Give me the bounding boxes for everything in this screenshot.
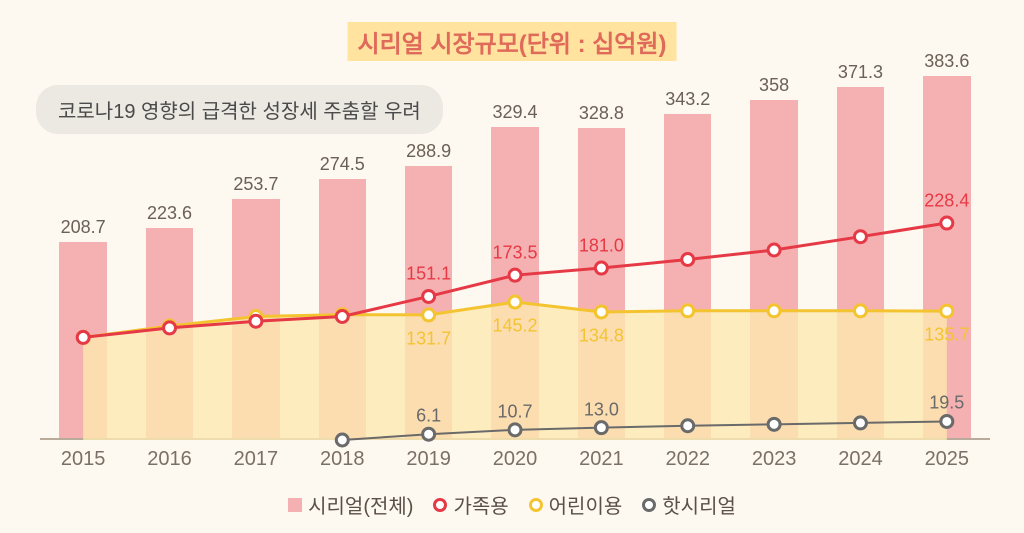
series-marker-family [336,311,348,323]
legend-square-icon [288,498,302,512]
chart-title: 시리얼 시장규모(단위 : 십억원) [348,22,677,61]
legend-label: 어린이용 [549,490,623,519]
legend-circle-icon [642,498,656,512]
x-tick-label: 2016 [147,448,192,471]
series-marker-kids [423,309,435,321]
x-tick-label: 2015 [61,448,106,471]
series-marker-hot [509,424,521,436]
legend-circle-icon [433,498,447,512]
series-marker-family [509,269,521,281]
x-tick-label: 2020 [493,448,538,471]
series-value-label-family: 173.5 [492,243,537,264]
legend-label: 핫시리얼 [662,490,736,519]
series-value-label-family: 151.1 [406,264,451,285]
plot-area: 208.7223.6253.7274.5288.9329.4328.8343.2… [40,60,990,440]
series-value-label-hot: 6.1 [416,406,441,427]
series-marker-family [682,254,694,266]
series-marker-kids [768,305,780,317]
legend-item: 어린이용 [529,490,623,519]
legend-circle-icon [529,498,543,512]
legend-item: 핫시리얼 [642,490,736,519]
series-value-label-kids: 131.7 [406,328,451,349]
x-tick-label: 2019 [406,448,451,471]
x-axis: 2015 2016 2017 2018 2019 2020 2021 2022 2023 2024… [40,448,990,478]
series-value-label-family: 181.0 [579,236,624,257]
series-marker-hot [854,417,866,429]
series-marker-hot [682,420,694,432]
legend-item: 가족용 [433,490,508,519]
series-marker-hot [423,428,435,440]
series-value-label-kids: 134.8 [579,325,624,346]
series-value-label-kids: 145.2 [492,316,537,337]
series-marker-family [250,315,262,327]
series-marker-kids [682,305,694,317]
x-tick-label: 2021 [579,448,624,471]
series-marker-kids [854,305,866,317]
x-tick-label: 2018 [320,448,365,471]
x-tick-label: 2024 [838,448,883,471]
series-marker-kids [509,296,521,308]
series-marker-hot [941,415,953,427]
legend-label: 가족용 [453,490,508,519]
series-marker-family [423,290,435,302]
x-tick-label: 2025 [925,448,970,471]
x-tick-label: 2017 [234,448,279,471]
series-marker-family [595,262,607,274]
series-marker-family [77,331,89,343]
series-marker-hot [336,434,348,446]
chart-title-text: 시리얼 시장규모(단위 : 십억원) [358,31,667,58]
legend: 시리얼(전체) 가족용 어린이용 핫시리얼 [0,490,1024,519]
legend-item: 시리얼(전체) [288,490,413,519]
series-value-label-hot: 10.7 [497,401,532,422]
series-marker-hot [595,422,607,434]
series-value-label-family: 228.4 [924,191,969,212]
series-marker-family [941,217,953,229]
x-tick-label: 2022 [665,448,710,471]
series-value-label-hot: 13.0 [584,399,619,420]
series-value-label-kids: 135.7 [924,325,969,346]
series-marker-family [164,322,176,334]
x-tick-label: 2023 [752,448,797,471]
series-marker-family [854,231,866,243]
series-marker-kids [595,306,607,318]
series-value-label-hot: 19.5 [929,393,964,414]
series-marker-family [768,244,780,256]
series-marker-kids [941,305,953,317]
legend-label: 시리얼(전체) [308,490,413,519]
series-marker-hot [768,418,780,430]
